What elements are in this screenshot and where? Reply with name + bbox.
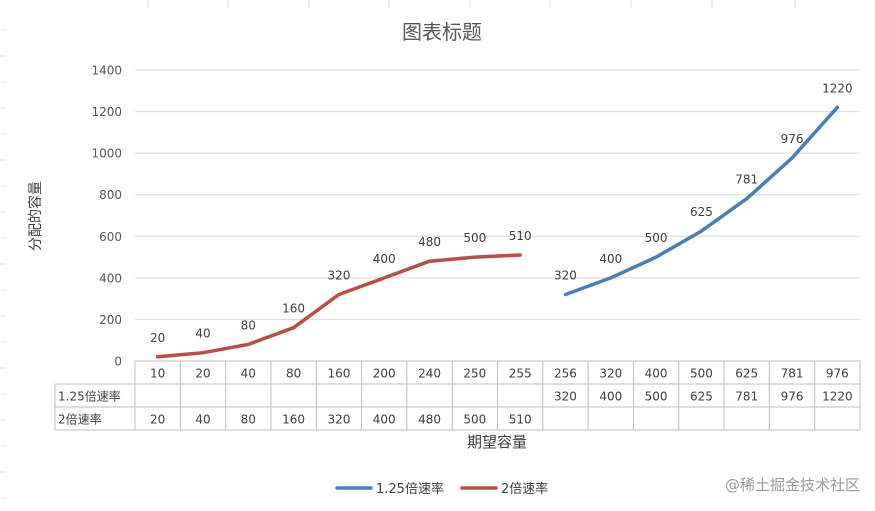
x-tick-label: 781 <box>781 367 804 381</box>
x-tick-label: 255 <box>509 367 532 381</box>
chart-title: 图表标题 <box>402 20 482 44</box>
table-cell: 976 <box>781 390 804 404</box>
data-labels: 320 400 500 625 781 976 1220 20 40 80 160 320 400 480… <box>150 81 853 344</box>
x-tick-label: 320 <box>599 367 622 381</box>
y-tick-label: 0 <box>114 355 122 369</box>
series-line <box>563 105 840 297</box>
data-label: 480 <box>418 235 441 249</box>
table-cell: 781 <box>735 390 758 404</box>
data-label: 400 <box>599 252 622 266</box>
data-label: 320 <box>554 268 577 282</box>
table-cell: 20 <box>150 413 165 427</box>
legend-label: 1.25倍速率 <box>376 481 444 497</box>
table-cell: 625 <box>690 390 713 404</box>
table-cell: 40 <box>195 413 210 427</box>
x-tick-label: 200 <box>373 367 396 381</box>
y-tick-label: 600 <box>99 230 122 244</box>
data-label: 400 <box>373 252 396 266</box>
table-cell: 480 <box>418 413 441 427</box>
data-label: 781 <box>735 173 758 187</box>
data-label: 625 <box>690 205 713 219</box>
table-series-name: 2倍速率 <box>58 412 102 427</box>
table-cell: 400 <box>599 390 622 404</box>
series-line <box>155 253 522 359</box>
x-axis-label: 期望容量 <box>467 433 527 451</box>
y-axis-ticks: 0 200 400 600 800 1000 1200 1400 <box>91 64 122 369</box>
y-tick-label: 400 <box>99 271 122 285</box>
table-cell: 80 <box>241 413 256 427</box>
data-label: 160 <box>282 302 305 316</box>
x-tick-label: 976 <box>826 367 849 381</box>
x-tick-label: 80 <box>286 367 301 381</box>
table-cell: 1220 <box>822 390 853 404</box>
table-cell: 500 <box>463 413 486 427</box>
gridlines <box>135 69 860 320</box>
y-tick-label: 1200 <box>91 105 122 119</box>
legend: 1.25倍速率 2倍速率 <box>335 481 548 497</box>
x-tick-label: 160 <box>327 367 350 381</box>
data-table: 10 20 40 80 160 200 240 250 255 256 320 400 500 625 78… <box>54 360 861 431</box>
data-label: 320 <box>327 268 350 282</box>
y-tick-label: 1000 <box>91 147 122 161</box>
y-tick-label: 200 <box>99 313 122 327</box>
y-tick-label: 1400 <box>91 64 122 78</box>
table-cell: 500 <box>645 390 668 404</box>
watermark: @稀土掘金技术社区 <box>725 476 860 494</box>
table-series-name: 1.25倍速率 <box>58 389 121 404</box>
legend-label: 2倍速率 <box>501 481 548 497</box>
table-cell: 510 <box>509 413 532 427</box>
data-label: 20 <box>150 331 165 345</box>
table-cell: 400 <box>373 413 396 427</box>
y-axis-label: 分配的容量 <box>27 181 44 251</box>
data-label: 500 <box>645 231 668 245</box>
table-cell: 320 <box>554 390 577 404</box>
x-tick-label: 40 <box>241 367 256 381</box>
data-label: 976 <box>781 132 804 146</box>
table-cell: 320 <box>327 413 350 427</box>
data-label: 1220 <box>822 81 853 95</box>
x-tick-label: 256 <box>554 367 577 381</box>
data-label: 500 <box>463 231 486 245</box>
table-cell: 160 <box>282 413 305 427</box>
x-tick-label: 20 <box>195 367 210 381</box>
x-tick-label: 625 <box>735 367 758 381</box>
series-lines <box>155 105 840 359</box>
data-label: 80 <box>241 318 256 332</box>
data-label: 510 <box>509 229 532 243</box>
x-tick-label: 240 <box>418 367 441 381</box>
x-tick-label: 10 <box>150 367 165 381</box>
spreadsheet-background-grid <box>0 0 796 499</box>
x-tick-label: 250 <box>463 367 486 381</box>
x-tick-label: 500 <box>690 367 713 381</box>
data-label: 40 <box>195 327 210 341</box>
x-tick-label: 400 <box>645 367 668 381</box>
y-tick-label: 800 <box>99 188 122 202</box>
